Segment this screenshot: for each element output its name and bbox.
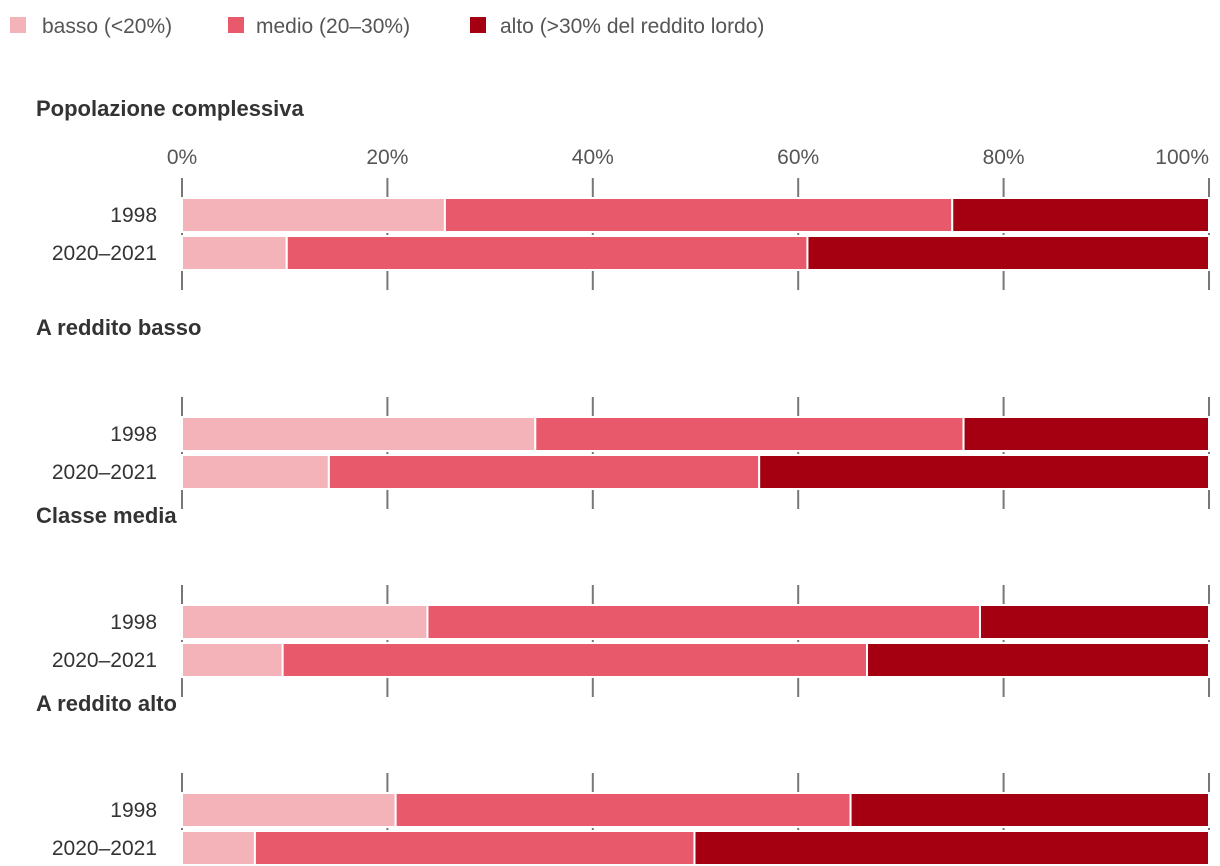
category-label: 1998 — [110, 204, 157, 227]
panel-title: Popolazione complessiva — [36, 96, 305, 121]
panel-title: A reddito basso — [36, 315, 201, 340]
x-tick-label: 100% — [1155, 146, 1209, 169]
bar-segment — [181, 416, 537, 452]
bar-segment — [181, 454, 330, 490]
category-label: 2020–2021 — [52, 461, 157, 484]
x-tick-label: 80% — [983, 146, 1025, 169]
panel-title: Classe media — [36, 503, 177, 528]
bar-segment — [181, 830, 256, 866]
bar-segment — [962, 416, 1210, 452]
legend-swatch — [10, 17, 26, 33]
category-label: 1998 — [110, 423, 157, 446]
bar-segment — [758, 454, 1210, 490]
legend-swatch — [470, 17, 486, 33]
category-label: 1998 — [110, 799, 157, 822]
x-tick-label: 40% — [572, 146, 614, 169]
bar-segment — [978, 604, 1210, 640]
x-tick-label: 60% — [777, 146, 819, 169]
bar-segment — [866, 642, 1210, 678]
legend-label: alto (>30% del reddito lordo) — [500, 15, 764, 38]
bar-segment — [253, 830, 696, 866]
bar-segment — [285, 235, 809, 271]
bar-segment — [443, 197, 954, 233]
bar-segment — [181, 235, 288, 271]
bar-segment — [849, 792, 1211, 828]
bar-segment — [806, 235, 1210, 271]
legend-swatch — [228, 17, 244, 33]
x-tick-label: 20% — [366, 146, 408, 169]
bar-segment — [394, 792, 852, 828]
bar-segment — [181, 642, 284, 678]
category-label: 2020–2021 — [52, 837, 157, 860]
legend-label: basso (<20%) — [42, 15, 172, 38]
bar-segment — [426, 604, 981, 640]
x-tick-label: 0% — [167, 146, 197, 169]
bar-segment — [281, 642, 869, 678]
legend-label: medio (20–30%) — [256, 15, 410, 38]
bar-segment — [181, 604, 429, 640]
bar-segment — [951, 197, 1210, 233]
category-label: 2020–2021 — [52, 242, 157, 265]
bar-segment — [693, 830, 1210, 866]
panel-title: A reddito alto — [36, 691, 177, 716]
bar-segment — [327, 454, 761, 490]
bar-segment — [181, 792, 397, 828]
bar-segment — [534, 416, 965, 452]
bar-segment — [181, 197, 446, 233]
category-label: 1998 — [110, 611, 157, 634]
category-label: 2020–2021 — [52, 649, 157, 672]
